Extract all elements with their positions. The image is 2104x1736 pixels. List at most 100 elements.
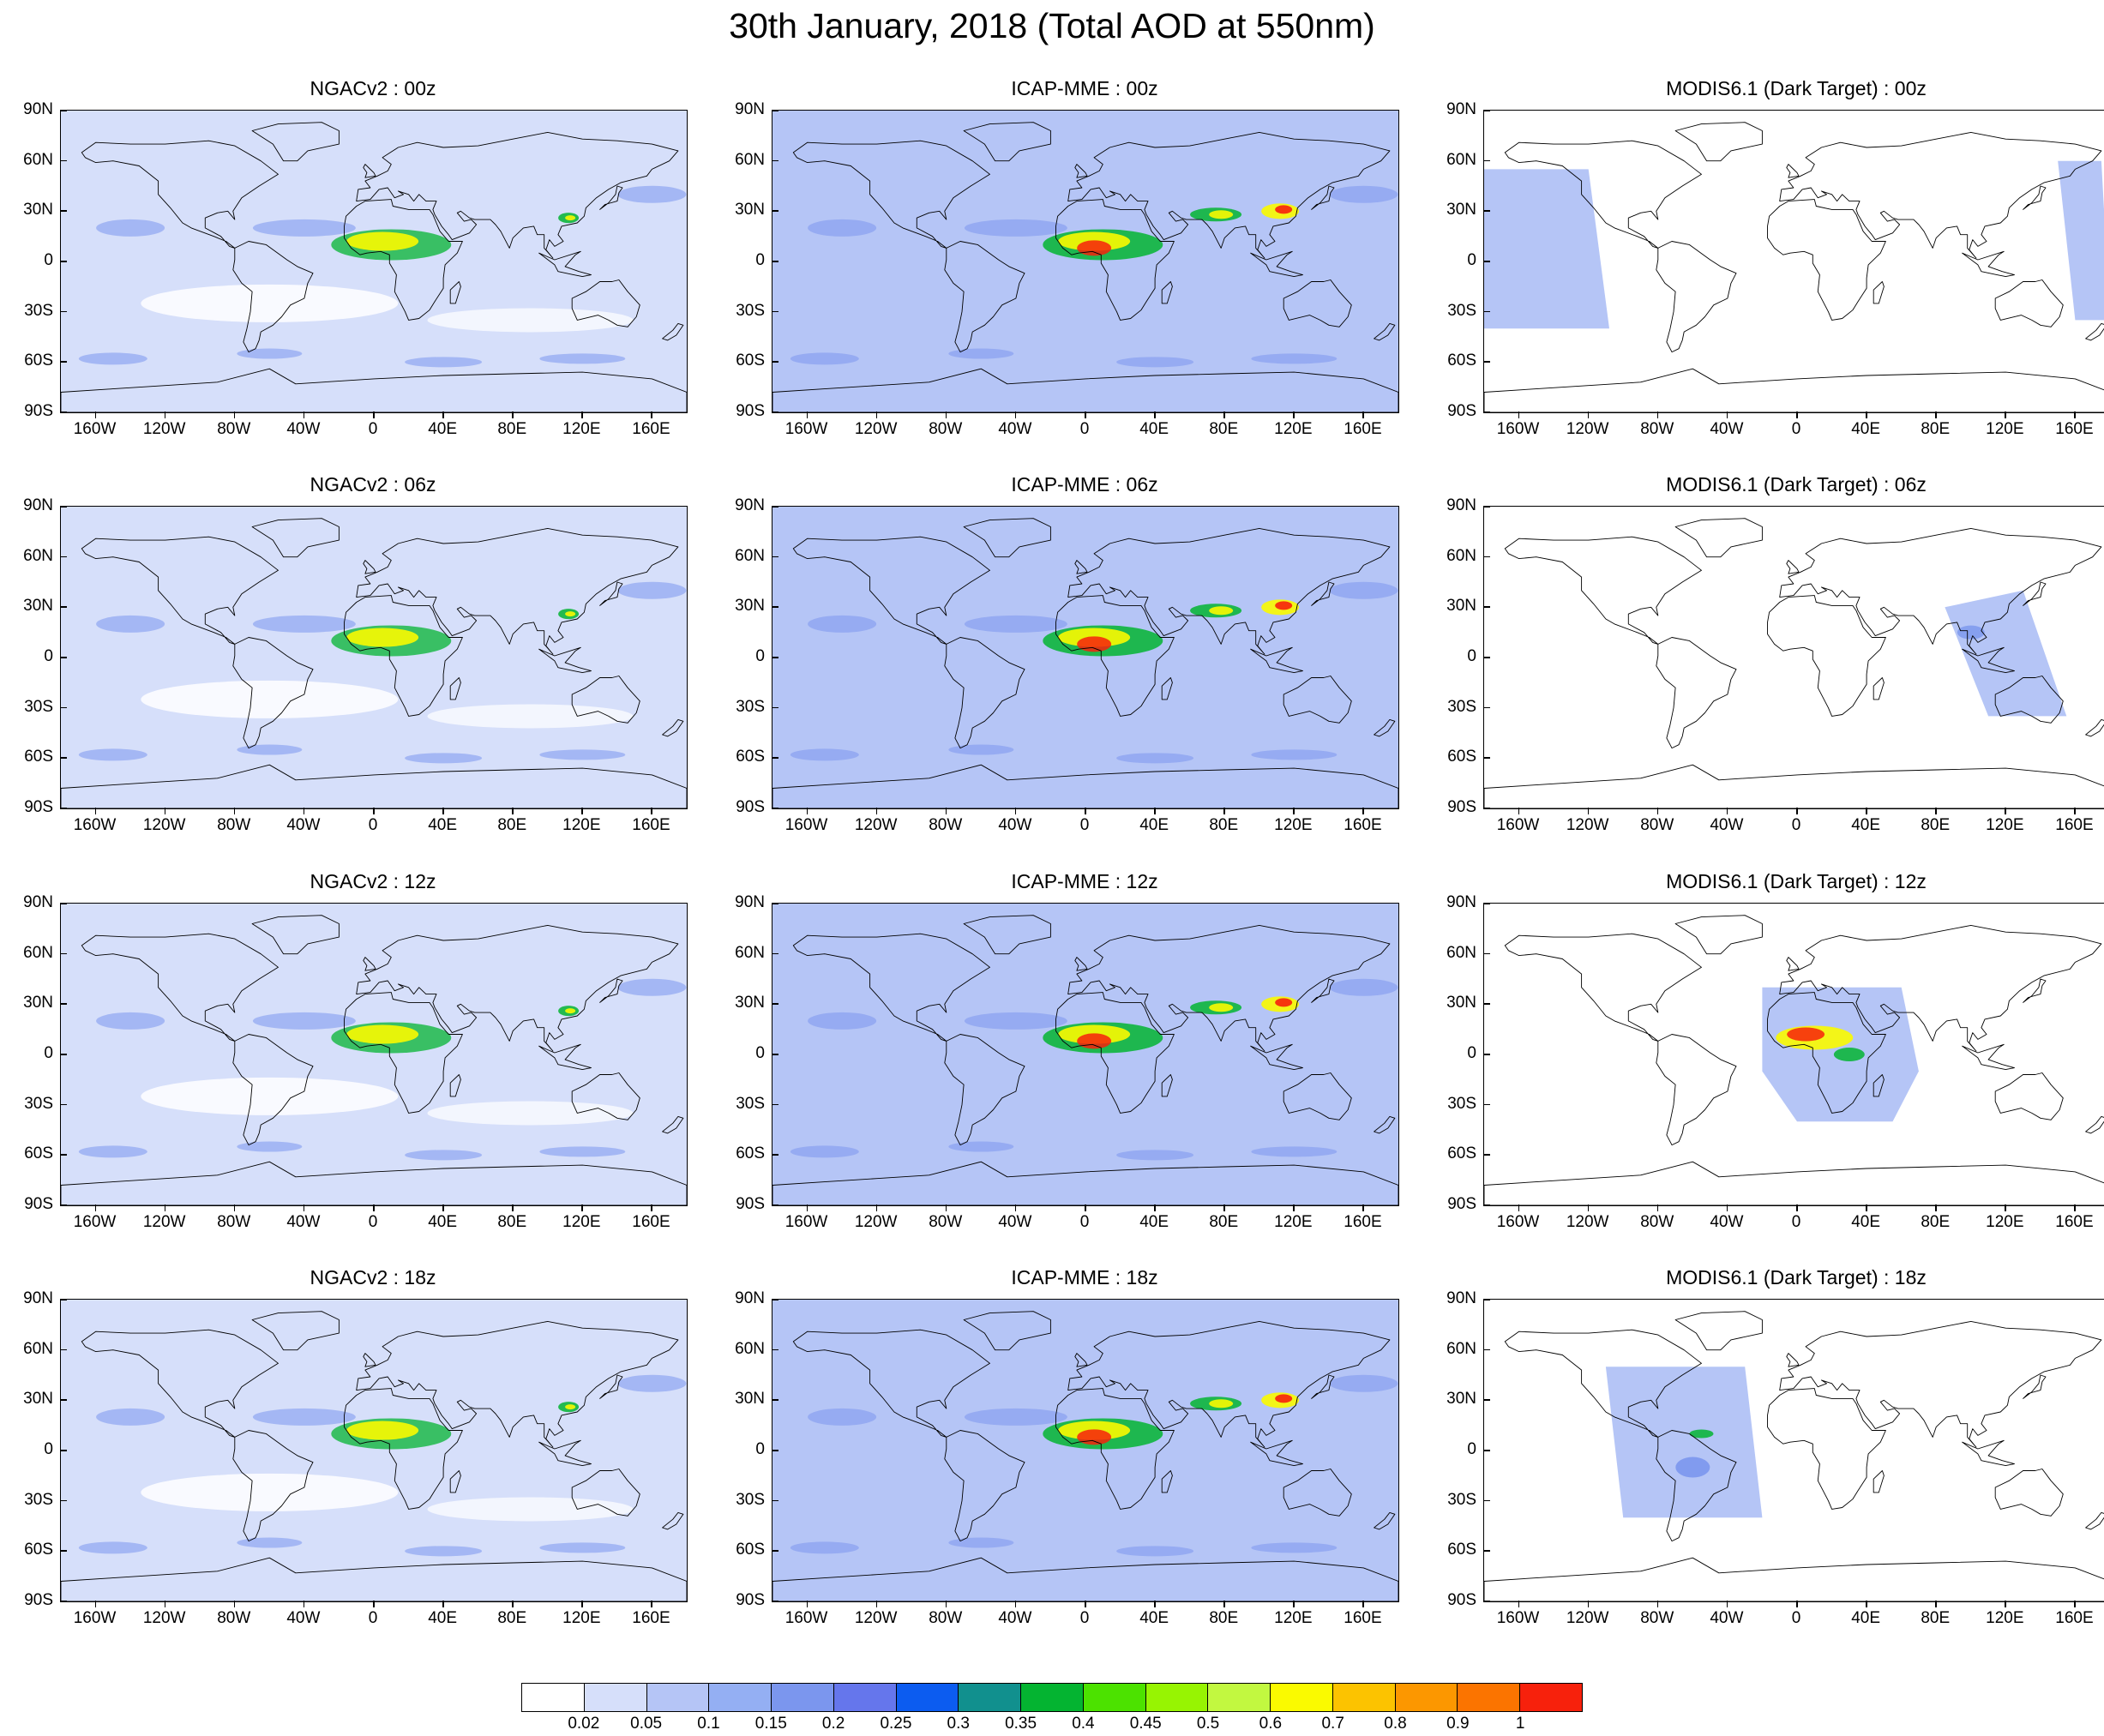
lat-tick-label: 30N xyxy=(735,994,765,1012)
lon-tick xyxy=(442,1601,444,1607)
lon-tick xyxy=(94,1601,97,1607)
lon-tick xyxy=(1085,411,1086,418)
lat-tick xyxy=(60,110,67,111)
lon-tick-label: 80W xyxy=(217,816,251,834)
lat-tick-label: 30N xyxy=(735,201,765,219)
lat-tick-label: 30S xyxy=(1447,1094,1476,1113)
panel-title: NGACv2 : 18z xyxy=(310,1266,436,1288)
coastline-north-america xyxy=(792,140,990,249)
coastline-australia xyxy=(1994,1072,2064,1120)
coastline-south-america xyxy=(944,241,1025,353)
coastline-japan xyxy=(1311,978,1335,1003)
lat-tick-label: 30S xyxy=(736,1490,765,1509)
lat-tick-label: 90S xyxy=(24,798,53,816)
lat-tick-label: 60S xyxy=(24,1144,53,1163)
lon-tick-label: 80W xyxy=(929,1609,963,1627)
coastline-north-america xyxy=(81,1329,279,1438)
lon-tick-label: 120E xyxy=(1986,1609,2024,1627)
panel-title: MODIS6.1 (Dark Target) : 18z xyxy=(1666,1266,1927,1288)
lat-tick xyxy=(772,506,778,508)
lon-tick-label: 160W xyxy=(784,1609,828,1627)
lat-tick-label: 60N xyxy=(23,546,53,565)
lon-tick-label: 80W xyxy=(929,1213,963,1231)
map-plot-area xyxy=(772,506,1399,809)
lon-tick xyxy=(512,411,514,418)
lat-tick xyxy=(772,706,778,709)
coastline-japan xyxy=(2023,1374,2047,1399)
lat-tick-label: 60N xyxy=(1446,546,1476,565)
lon-tick-label: 80E xyxy=(1209,1609,1239,1627)
map-panel: MODIS6.1 (Dark Target) : 12z 90N 60N 30N 0 30… xyxy=(1423,868,2104,1263)
lat-tick-label: 30N xyxy=(1446,994,1476,1012)
aod-moderate-region xyxy=(237,1141,303,1152)
coastline-africa xyxy=(1055,1388,1175,1510)
lon-tick-label: 80E xyxy=(497,1609,527,1627)
lon-tick-label: 80W xyxy=(929,420,963,438)
aod-moderate-region xyxy=(237,744,303,755)
lat-tick xyxy=(1483,1299,1490,1300)
aod-moderate-region xyxy=(1329,978,1398,996)
lon-tick-label: 120E xyxy=(562,420,601,438)
map-panel: NGACv2 : 12z 90N 60N 30N 0 30S 60S 90S 160W 120W 8… xyxy=(0,868,737,1263)
aod-high-region xyxy=(1077,1429,1112,1445)
modis-swath xyxy=(2058,160,2104,321)
lat-tick xyxy=(772,903,778,904)
coastlines xyxy=(61,1311,687,1601)
coastline-new-zealand xyxy=(1374,1115,1396,1134)
lon-tick-label: 120W xyxy=(142,1213,186,1231)
aod-moderate-region xyxy=(405,753,483,764)
lon-tick-label: 80E xyxy=(1921,1609,1951,1627)
coastline-madagascar xyxy=(1873,677,1885,700)
lon-tick xyxy=(1085,1204,1086,1211)
aod-clean-region xyxy=(427,308,634,333)
lon-tick xyxy=(875,411,878,418)
coastline-madagascar xyxy=(449,1074,461,1097)
aod-map xyxy=(61,507,687,808)
lat-tick-label: 90N xyxy=(23,893,53,911)
lat-tick xyxy=(60,1103,67,1106)
aod-map xyxy=(1484,111,2104,412)
coastline-eurasia xyxy=(1779,131,2102,259)
lon-tick xyxy=(442,1204,444,1211)
lat-tick-label: 60N xyxy=(23,943,53,962)
lon-tick-label: 120E xyxy=(1986,816,2024,834)
lat-tick-label: 30S xyxy=(1447,1490,1476,1509)
coastline-south-america xyxy=(944,637,1025,749)
lat-tick xyxy=(772,1399,778,1401)
lat-tick xyxy=(60,1601,67,1602)
lat-tick xyxy=(60,506,67,508)
colorbar-swatch xyxy=(584,1684,647,1711)
lon-tick-label: 0 xyxy=(368,816,378,834)
lat-tick-label: 90N xyxy=(1446,100,1476,118)
lat-tick-label: 0 xyxy=(755,1440,765,1458)
coastline-eurasia xyxy=(1067,924,1391,1052)
lat-tick xyxy=(772,952,778,955)
coastline-indonesia xyxy=(538,646,592,674)
aod-moderate-region xyxy=(539,353,626,364)
aod-moderate-region xyxy=(964,1012,1067,1030)
aod-dust-core xyxy=(346,628,419,647)
coastline-south-america xyxy=(232,1430,314,1542)
coastline-indonesia xyxy=(1250,646,1303,674)
map-plot-area xyxy=(60,110,688,413)
coastline-antarctica xyxy=(772,1557,1398,1601)
map-panel: NGACv2 : 18z 90N 60N 30N 0 30S 60S 90S 160W 120W 8… xyxy=(0,1264,737,1659)
lat-tick-label: 90N xyxy=(735,893,765,911)
colorbar-swatch xyxy=(1271,1684,1333,1711)
panel-title: ICAP-MME : 06z xyxy=(1011,473,1158,496)
coastline-africa xyxy=(1767,595,1886,717)
lon-tick-label: 40E xyxy=(428,1213,458,1231)
coastline-uk xyxy=(363,560,376,574)
lon-tick-label: 160W xyxy=(1496,420,1540,438)
lat-tick xyxy=(60,1550,67,1552)
lon-tick xyxy=(233,1601,236,1607)
lat-tick-label: 90S xyxy=(736,798,765,816)
lat-tick-label: 90N xyxy=(735,1289,765,1307)
lon-tick-label: 120E xyxy=(1274,1213,1313,1231)
aod-moderate-region xyxy=(96,1408,165,1426)
lon-tick-label: 40W xyxy=(1710,1213,1744,1231)
coastlines xyxy=(772,518,1398,808)
colorbar-swatch xyxy=(1021,1684,1084,1711)
aod-east-asia-core xyxy=(1275,205,1293,214)
lat-tick-label: 60N xyxy=(23,150,53,169)
